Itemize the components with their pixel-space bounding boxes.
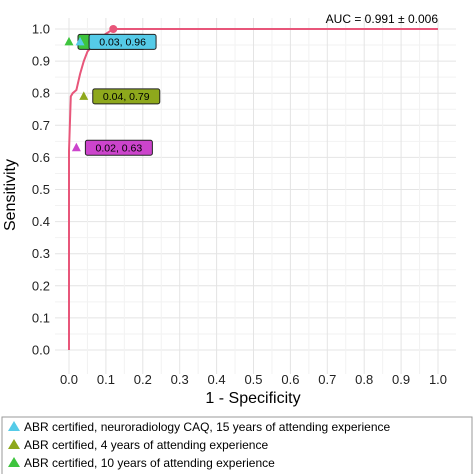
reader-annotations: 0.00, 0.960.03, 0.960.04, 0.790.02, 0.63 [64, 33, 161, 156]
legend-item: ABR certified, neuroradiology CAQ, 15 ye… [8, 420, 391, 434]
reader-point: 0.04, 0.79 [79, 88, 161, 105]
triangle-marker [64, 36, 74, 46]
triangle-marker [79, 91, 89, 100]
auc-label: AUC = 0.991 ± 0.006 [326, 12, 439, 26]
reader-point: 0.02, 0.63 [71, 139, 153, 156]
y-tick-label: 0.7 [32, 118, 50, 133]
x-tick-label: 0.4 [208, 372, 226, 387]
legend-item: ABR certified, 4 years of attending expe… [8, 438, 268, 452]
y-tick-label: 0.6 [32, 150, 50, 165]
annotation-label: 0.02, 0.63 [96, 142, 143, 154]
x-tick-label: 1.0 [429, 372, 447, 387]
y-tick-label: 1.0 [32, 22, 50, 37]
annotation-box [88, 33, 157, 50]
triangle-marker [71, 142, 81, 152]
legend-box [1, 416, 473, 474]
annotation-label: 0.04, 0.79 [103, 91, 150, 103]
x-tick-label: 0.9 [392, 372, 410, 387]
x-tick-label: 0.0 [60, 372, 78, 387]
annotation-label: 0.03, 0.96 [99, 36, 146, 48]
y-tick-labels: 0.0 0.1 0.2 0.3 0.4 0.5 0.6 0.7 0.8 0.9 1.0 [32, 22, 50, 358]
legend-item: ABR certified, 10 years of attending exp… [8, 456, 275, 470]
x-tick-label: 0.7 [318, 372, 336, 387]
operating-point [109, 25, 118, 33]
annotation-box [92, 88, 161, 105]
legend: ABR certified, neuroradiology CAQ, 15 ye… [8, 420, 391, 470]
grid [55, 18, 456, 374]
y-tick-label: 0.5 [32, 182, 50, 197]
y-tick-label: 0.9 [32, 54, 50, 69]
x-tick-label: 0.2 [134, 372, 152, 387]
legend-label: ABR certified, 4 years of attending expe… [24, 438, 268, 452]
triangle-marker [75, 36, 85, 46]
legend-marker [8, 439, 20, 449]
y-tick-label: 0.2 [32, 278, 50, 293]
reader-point: 0.03, 0.96 [75, 33, 157, 50]
x-tick-label: 0.3 [171, 372, 189, 387]
x-tick-label: 0.1 [97, 372, 115, 387]
x-tick-label: 0.5 [244, 372, 262, 387]
y-axis-title: Sensitivity [2, 159, 19, 231]
annotation-box [84, 139, 153, 156]
y-tick-label: 0.0 [32, 343, 50, 358]
x-tick-labels: 0.0 0.1 0.2 0.3 0.4 0.5 0.6 0.7 0.8 0.9 1.0 [60, 372, 447, 387]
y-tick-label: 0.4 [32, 214, 50, 229]
y-tick-label: 0.1 [32, 310, 50, 325]
y-tick-label: 0.8 [32, 86, 50, 101]
legend-marker [8, 457, 20, 467]
plot-panel [55, 18, 456, 374]
legend-marker [8, 421, 20, 431]
x-axis-title: 1 - Specificity [205, 390, 300, 407]
x-tick-label: 0.8 [355, 372, 373, 387]
y-tick-label: 0.3 [32, 246, 50, 261]
legend-label: ABR certified, neuroradiology CAQ, 15 ye… [24, 420, 391, 434]
x-tick-label: 0.6 [281, 372, 299, 387]
legend-label: ABR certified, 10 years of attending exp… [24, 456, 275, 470]
